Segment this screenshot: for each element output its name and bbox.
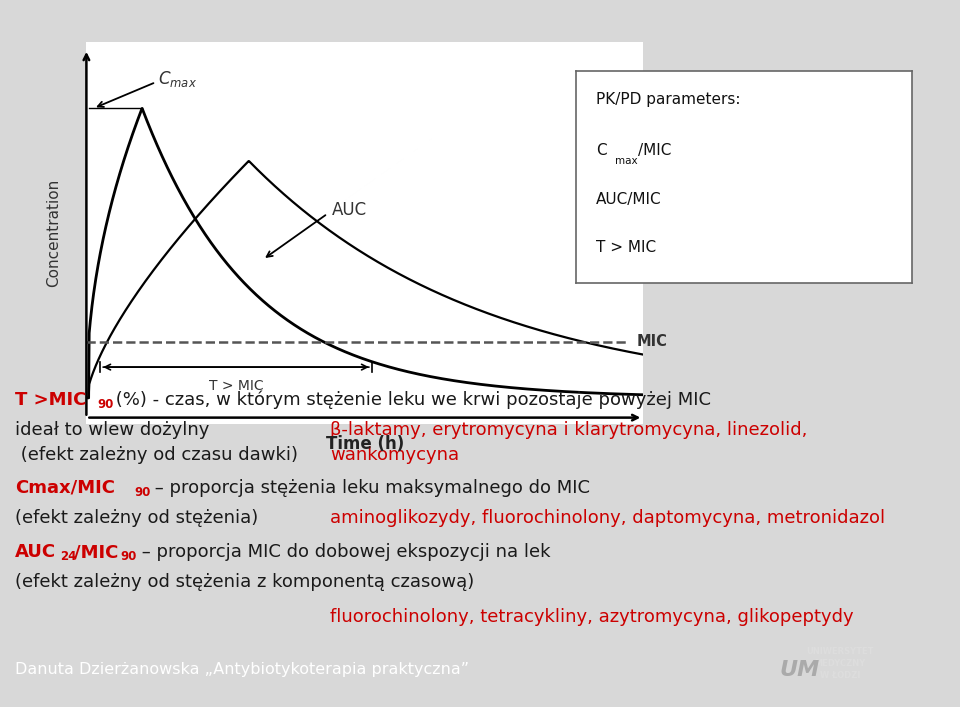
Text: UM: UM — [780, 660, 820, 680]
Text: Danuta Dzierżanowska „Antybiotykoterapia praktyczna”: Danuta Dzierżanowska „Antybiotykoterapia… — [15, 662, 469, 677]
Text: wankomycyna: wankomycyna — [330, 446, 459, 464]
Text: β-laktamy, erytromycyna i klarytromycyna, linezolid,: β-laktamy, erytromycyna i klarytromycyna… — [330, 421, 807, 439]
Text: $C_{max}$: $C_{max}$ — [158, 69, 198, 89]
Text: UNIWERSYTET: UNIWERSYTET — [806, 648, 874, 656]
Text: T >MIC: T >MIC — [15, 391, 86, 409]
Text: T > MIC: T > MIC — [208, 379, 263, 392]
Text: max: max — [614, 156, 637, 165]
Text: MIC: MIC — [636, 334, 667, 349]
Text: Cmax/MIC: Cmax/MIC — [15, 479, 115, 497]
Text: Time (h): Time (h) — [325, 435, 404, 452]
Text: (efekt zależny od czasu dawki): (efekt zależny od czasu dawki) — [15, 446, 298, 464]
Text: – proporcja stężenia leku maksymalnego do MIC: – proporcja stężenia leku maksymalnego d… — [149, 479, 590, 497]
Text: – proporcja MIC do dobowej ekspozycji na lek: – proporcja MIC do dobowej ekspozycji na… — [136, 543, 550, 561]
Text: W ŁODZI: W ŁODZI — [820, 672, 860, 680]
Text: C: C — [596, 143, 607, 158]
Text: MEDYCZNY: MEDYCZNY — [814, 660, 866, 668]
Text: 90: 90 — [134, 486, 151, 499]
Text: /MIC: /MIC — [638, 143, 672, 158]
Text: 90: 90 — [97, 398, 113, 411]
Text: fluorochinolony, tetracykliny, azytromycyna, glikopeptydy: fluorochinolony, tetracykliny, azytromyc… — [330, 608, 853, 626]
Text: (%) - czas, w którym stężenie leku we krwi pozostaje powyżej MIC: (%) - czas, w którym stężenie leku we kr… — [110, 391, 711, 409]
Text: /MIC: /MIC — [74, 543, 118, 561]
Text: ideał to wlew dożylny: ideał to wlew dożylny — [15, 421, 209, 439]
Text: 24: 24 — [60, 550, 77, 563]
Text: T > MIC: T > MIC — [596, 240, 657, 255]
Text: (efekt zależny od stężenia): (efekt zależny od stężenia) — [15, 509, 258, 527]
Text: (efekt zależny od stężenia z komponentą czasową): (efekt zależny od stężenia z komponentą … — [15, 573, 474, 591]
Text: AUC: AUC — [15, 543, 56, 561]
Text: AUC/MIC: AUC/MIC — [596, 192, 661, 206]
Text: 90: 90 — [120, 550, 136, 563]
Text: Concentration: Concentration — [46, 179, 61, 288]
Text: AUC: AUC — [332, 201, 368, 219]
Text: PK/PD parameters:: PK/PD parameters: — [596, 92, 741, 107]
Text: aminoglikozydy, fluorochinolony, daptomycyna, metronidazol: aminoglikozydy, fluorochinolony, daptomy… — [330, 509, 885, 527]
